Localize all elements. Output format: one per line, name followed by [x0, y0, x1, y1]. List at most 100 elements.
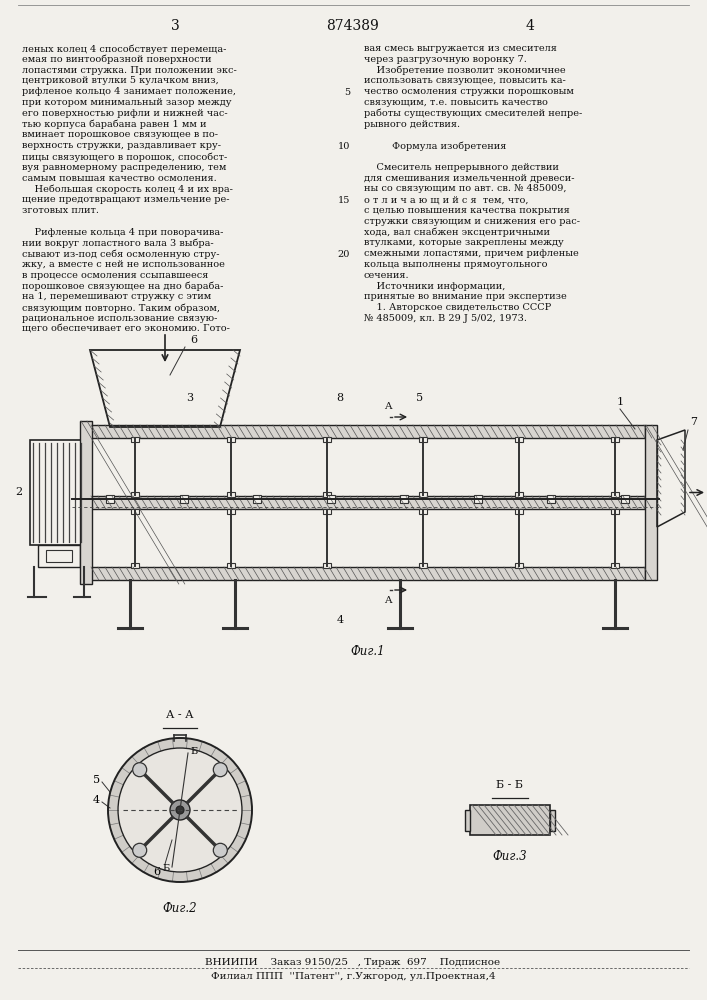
Text: № 485009, кл. В 29 J 5/02, 1973.: № 485009, кл. В 29 J 5/02, 1973. — [364, 314, 527, 323]
Text: щего обеспечивает его экономию. Гото-: щего обеспечивает его экономию. Гото- — [22, 325, 230, 334]
Text: Смеситель непрерывного действии: Смеситель непрерывного действии — [364, 163, 559, 172]
Text: принятые во внимание при экспертизе: принятые во внимание при экспертизе — [364, 292, 567, 301]
Text: леных колец 4 способствует перемеща-: леных колец 4 способствует перемеща- — [22, 44, 226, 53]
Text: щение предотвращают измельчение ре-: щение предотвращают измельчение ре- — [22, 195, 230, 204]
Text: связующим повторно. Таким образом,: связующим повторно. Таким образом, — [22, 303, 220, 313]
Bar — [550, 810, 555, 830]
Text: рифленое кольцо 4 занимает положение,: рифленое кольцо 4 занимает положение, — [22, 87, 236, 96]
Text: на 1, перемешивают стружку с этим: на 1, перемешивают стружку с этим — [22, 292, 211, 301]
Bar — [131, 509, 139, 514]
Text: A: A — [384, 402, 392, 411]
Bar — [515, 492, 523, 497]
Circle shape — [118, 748, 242, 872]
Text: связующим, т.е. повысить качество: связующим, т.е. повысить качество — [364, 98, 548, 107]
Text: Филиал ППП  ''Патент'', г.Ужгород, ул.Проектная,4: Филиал ППП ''Патент'', г.Ужгород, ул.Про… — [211, 972, 496, 981]
Text: вминает порошковое связующее в по-: вминает порошковое связующее в по- — [22, 130, 218, 139]
Text: Фиг.3: Фиг.3 — [493, 850, 527, 863]
Text: 10: 10 — [338, 142, 350, 151]
Text: нии вокруг лопастного вала 3 выбра-: нии вокруг лопастного вала 3 выбра- — [22, 238, 214, 248]
Text: лопастями стружка. При положении экс-: лопастями стружка. При положении экс- — [22, 66, 237, 75]
Text: порошковое связующее на дно бараба-: порошковое связующее на дно бараба- — [22, 282, 223, 291]
Bar — [90, 496, 645, 509]
Text: Б - Б: Б - Б — [496, 780, 523, 790]
Bar — [470, 805, 550, 835]
Circle shape — [133, 763, 146, 777]
Text: верхность стружки, раздавливает кру-: верхность стружки, раздавливает кру- — [22, 141, 221, 150]
Text: зготовых плит.: зготовых плит. — [22, 206, 99, 215]
Text: работы существующих смесителей непре-: работы существующих смесителей непре- — [364, 109, 583, 118]
Text: использовать связующее, повысить ка-: использовать связующее, повысить ка- — [364, 76, 566, 85]
Bar — [547, 495, 556, 503]
Text: Формула изобретения: Формула изобретения — [364, 141, 506, 151]
Bar — [30, 440, 88, 545]
Text: при котором минимальный зазор между: при котором минимальный зазор между — [22, 98, 231, 107]
Text: самым повышая качество осмоления.: самым повышая качество осмоления. — [22, 174, 217, 183]
Text: Б: Б — [163, 864, 170, 873]
Bar — [46, 550, 72, 562]
Text: для смешивания измельченной древеси-: для смешивания измельченной древеси- — [364, 174, 575, 183]
Bar — [515, 563, 523, 568]
Text: Рифленые кольца 4 при поворачива-: Рифленые кольца 4 при поворачива- — [22, 228, 223, 237]
Text: с целью повышения качества покрытия: с целью повышения качества покрытия — [364, 206, 570, 215]
Bar — [131, 492, 139, 497]
Bar — [323, 509, 331, 514]
Bar — [227, 492, 235, 497]
Text: кольца выполнены прямоугольного: кольца выполнены прямоугольного — [364, 260, 547, 269]
Circle shape — [176, 806, 184, 814]
Text: Фиг.2: Фиг.2 — [163, 902, 197, 915]
Bar — [419, 492, 427, 497]
Bar — [611, 509, 619, 514]
Bar — [227, 509, 235, 514]
Bar — [419, 437, 427, 442]
Bar — [90, 567, 645, 580]
Bar — [38, 545, 80, 567]
Bar — [611, 563, 619, 568]
Text: Б: Б — [190, 747, 197, 756]
Text: Источники информации,: Источники информации, — [364, 282, 506, 291]
Text: 3: 3 — [170, 19, 180, 33]
Text: вуя равномерному распределению, тем: вуя равномерному распределению, тем — [22, 163, 226, 172]
Text: 8: 8 — [337, 393, 344, 403]
Text: 4: 4 — [337, 615, 344, 625]
Text: 1: 1 — [617, 397, 624, 407]
Text: пицы связующего в порошок, способст-: пицы связующего в порошок, способст- — [22, 152, 227, 161]
Text: тью корпуса барабана равен 1 мм и: тью корпуса барабана равен 1 мм и — [22, 120, 206, 129]
Bar — [131, 563, 139, 568]
Bar — [80, 421, 92, 584]
Bar — [106, 495, 114, 503]
Bar — [180, 495, 187, 503]
Text: 5: 5 — [93, 775, 100, 785]
Text: 1. Авторское свидетельство СССР: 1. Авторское свидетельство СССР — [364, 303, 551, 312]
Bar — [465, 810, 470, 830]
Bar — [419, 509, 427, 514]
Text: А - А: А - А — [166, 710, 194, 720]
Text: 874389: 874389 — [327, 19, 380, 33]
Text: смежными лопастями, причем рифленые: смежными лопастями, причем рифленые — [364, 249, 579, 258]
Bar — [645, 425, 657, 580]
Text: 4: 4 — [93, 795, 100, 805]
Text: Изобретение позволит экономичнее: Изобретение позволит экономичнее — [364, 66, 566, 75]
Circle shape — [214, 763, 228, 777]
Text: рывного действия.: рывного действия. — [364, 120, 460, 129]
Bar — [327, 495, 334, 503]
Text: его поверхностью рифли и нижней час-: его поверхностью рифли и нижней час- — [22, 109, 228, 118]
Bar — [227, 563, 235, 568]
Bar — [515, 509, 523, 514]
Text: вая смесь выгружается из смесителя: вая смесь выгружается из смесителя — [364, 44, 557, 53]
Bar — [419, 563, 427, 568]
Text: через разгрузочную воронку 7.: через разгрузочную воронку 7. — [364, 55, 527, 64]
Text: 5: 5 — [416, 393, 423, 403]
Text: 7: 7 — [690, 417, 697, 427]
Text: ВНИИПИ    Заказ 9150/25   , Тираж  697    Подписное: ВНИИПИ Заказ 9150/25 , Тираж 697 Подписн… — [206, 958, 501, 967]
Bar — [131, 437, 139, 442]
Text: A: A — [384, 596, 392, 605]
Text: о т л и ч а ю щ и й с я  тем, что,: о т л и ч а ю щ и й с я тем, что, — [364, 195, 529, 204]
Text: сечения.: сечения. — [364, 271, 409, 280]
Text: ны со связующим по авт. св. № 485009,: ны со связующим по авт. св. № 485009, — [364, 184, 566, 193]
Bar — [323, 492, 331, 497]
Text: в процессе осмоления ссыпавшееся: в процессе осмоления ссыпавшееся — [22, 271, 209, 280]
Circle shape — [170, 800, 190, 820]
Bar — [611, 492, 619, 497]
Text: втулками, которые закреплены между: втулками, которые закреплены между — [364, 238, 563, 247]
Text: Небольшая скорость колец 4 и их вра-: Небольшая скорость колец 4 и их вра- — [22, 184, 233, 194]
